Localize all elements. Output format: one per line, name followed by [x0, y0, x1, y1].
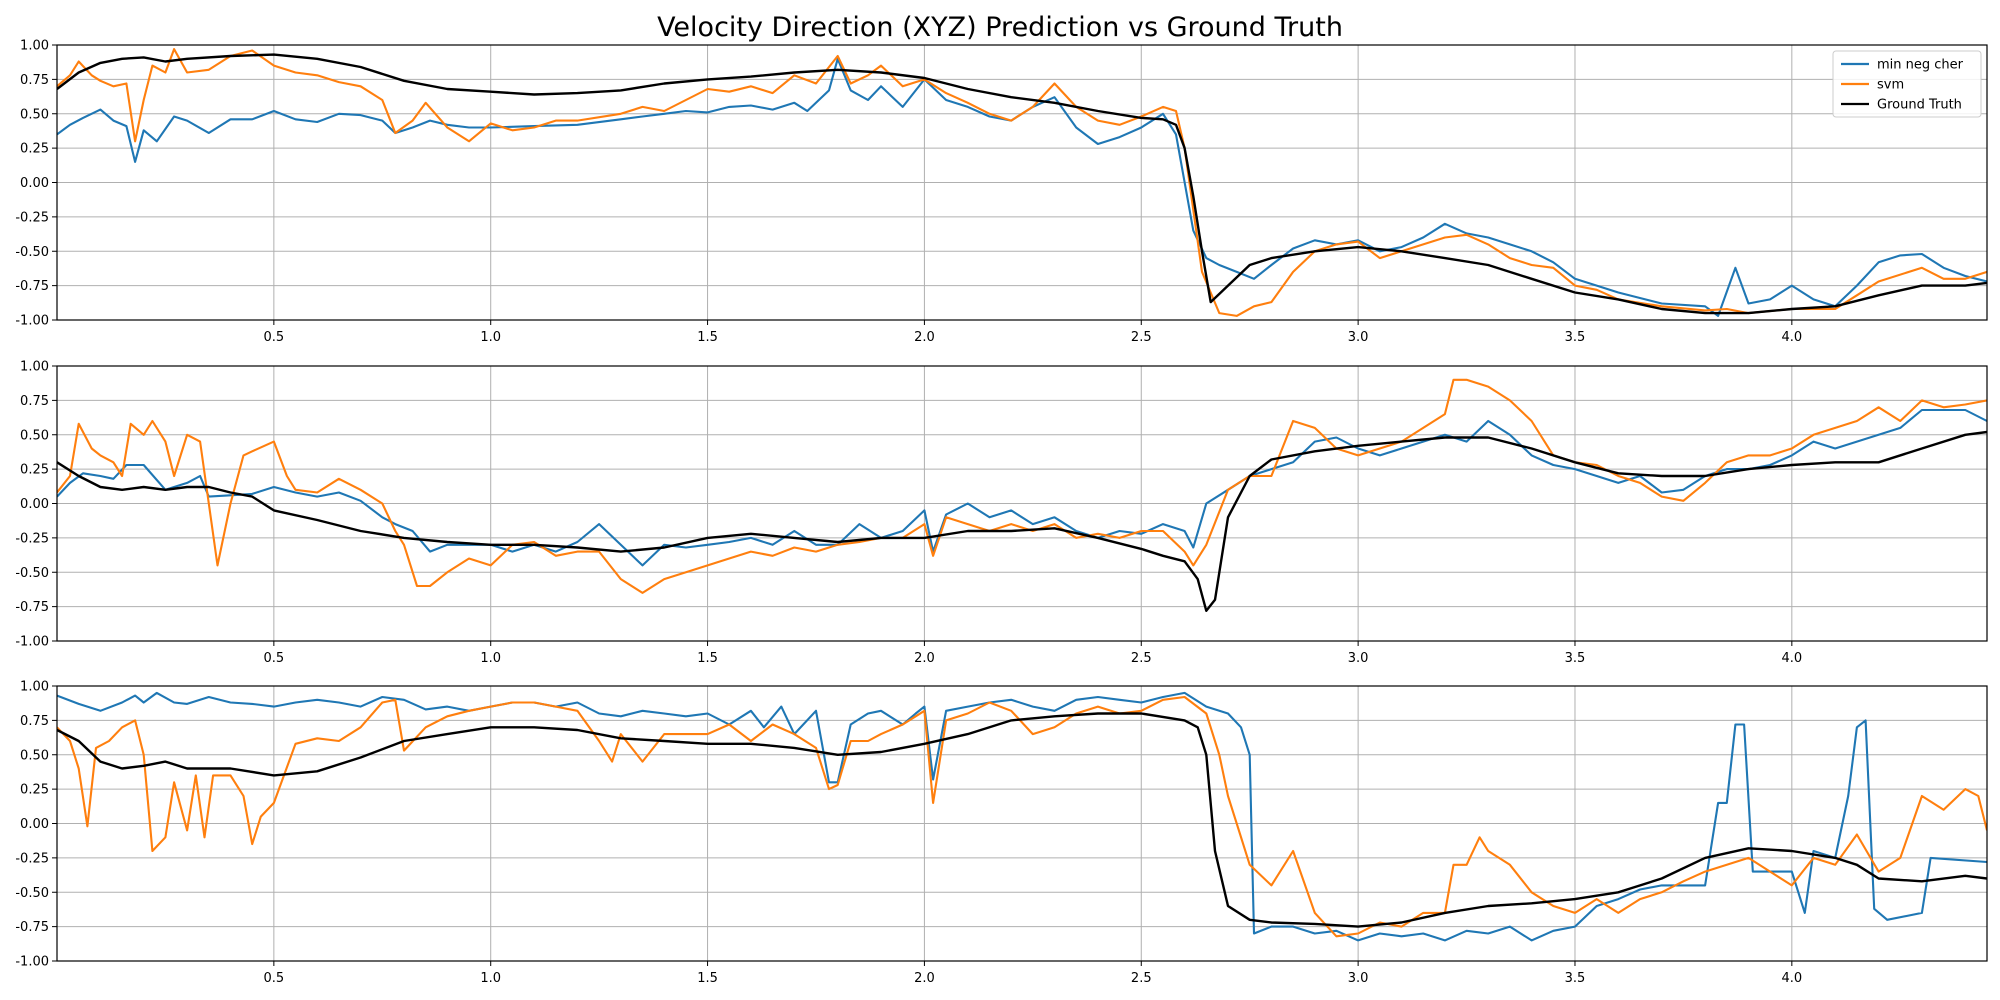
panel-y-ytick-label: 1.00 — [20, 360, 49, 375]
legend-label: min neg cher — [1877, 58, 1964, 73]
panel-y-ytick-label: 0.00 — [20, 497, 49, 512]
panel-z-series-svm — [57, 695, 1987, 938]
panel-x-xtick-label: 3.5 — [1565, 330, 1586, 345]
panel-y-ytick-label: 0.25 — [20, 463, 49, 478]
panel-y-ytick-label: -1.00 — [15, 635, 49, 650]
panel-z-ytick-label: -0.50 — [15, 886, 49, 901]
panel-x-xtick-label: 1.5 — [697, 330, 718, 345]
panel-z-xtick-label: 2.0 — [914, 971, 935, 986]
panel-y-xtick-label: 1.5 — [697, 651, 718, 666]
panel-y-xtick-label: 1.0 — [480, 651, 501, 666]
legend: min neg cher svm Ground Truth — [1832, 50, 1982, 118]
panel-x-xtick-label: 2.5 — [1131, 330, 1152, 345]
panel-z-ytick-label: 0.50 — [20, 748, 49, 763]
panel-x-series-group — [57, 48, 1987, 317]
panel-y-ytick-label: -0.75 — [15, 600, 49, 615]
panel-z-ytick-label: 0.00 — [20, 817, 49, 832]
panel-y-xtick-label: 2.0 — [914, 651, 935, 666]
panel-z-series-min-neg-cher — [57, 691, 1987, 942]
legend-label: Ground Truth — [1877, 98, 1962, 113]
legend-label: svm — [1877, 78, 1904, 93]
panel-x-ytick-label: -0.50 — [15, 245, 49, 260]
panel-z-frame — [56, 685, 1988, 962]
panel-y-series-ground-truth — [57, 430, 1987, 612]
panel-z-ytick-label: 0.25 — [20, 783, 49, 798]
panel-y: 1.00 0.75 0.50 0.25 0.00 -0.25 -0.50 -0.75 -1.00… — [15, 360, 1988, 666]
panel-z-ytick-label: -1.00 — [15, 955, 49, 970]
panel-z-xtick-label: 3.5 — [1565, 971, 1586, 986]
panel-x-xtick-label: 3.0 — [1348, 330, 1369, 345]
panel-x-xtick-label: 0.5 — [264, 330, 285, 345]
panel-x-ytick-label: -0.25 — [15, 210, 49, 225]
panel-x-frame — [56, 44, 1988, 321]
panel-z-xtick-label: 1.0 — [480, 971, 501, 986]
panel-z-ytick-label: 1.00 — [20, 680, 49, 695]
panel-y-ytick-label: 0.50 — [20, 428, 49, 443]
chart-title: Velocity Direction (XYZ) Prediction vs G… — [657, 12, 1343, 43]
panel-x-ytick-label: -0.75 — [15, 279, 49, 294]
panel-z-ytick-label: 0.75 — [20, 714, 49, 729]
panel-z-xtick-label: 3.0 — [1348, 971, 1369, 986]
panel-y-xtick-label: 3.5 — [1565, 651, 1586, 666]
panel-x-series-ground-truth — [57, 53, 1987, 315]
panel-x-ytick-label: -1.00 — [15, 314, 49, 329]
panel-x-ytick-label: 0.75 — [20, 73, 49, 88]
panel-x-xtick-label: 4.0 — [1781, 330, 1802, 345]
panel-x-series-svm — [57, 48, 1987, 317]
panel-z-xtick-label: 4.0 — [1781, 971, 1802, 986]
panel-z-series-ground-truth — [57, 712, 1987, 928]
panel-y-ytick-label: -0.25 — [15, 531, 49, 546]
legend-box — [1832, 50, 1982, 118]
panel-z-xtick-label: 2.5 — [1131, 971, 1152, 986]
panel-y-xtick-label: 3.0 — [1348, 651, 1369, 666]
panel-x-xtick-label: 1.0 — [480, 330, 501, 345]
panel-z-xtick-label: 0.5 — [264, 971, 285, 986]
panel-x-ytick-label: 0.50 — [20, 107, 49, 122]
panel-y-series-min-neg-cher — [57, 408, 1987, 567]
panel-y-xtick-label: 2.5 — [1131, 651, 1152, 666]
panel-x-ytick-label: 0.00 — [20, 176, 49, 191]
panel-x-xtick-label: 2.0 — [914, 330, 935, 345]
panel-y-series-group — [57, 378, 1987, 612]
panel-z: 1.00 0.75 0.50 0.25 0.00 -0.25 -0.50 -0.75 -1.00… — [15, 680, 1988, 986]
panel-y-xtick-label: 0.5 — [264, 651, 285, 666]
panel-x-ytick-label: 0.25 — [20, 142, 49, 157]
panels: 1.00 0.75 0.50 0.25 0.00 -0.25 -0.50 -0.75 -1.00… — [15, 39, 1988, 986]
panel-z-series-group — [57, 691, 1987, 942]
panel-z-xtick-label: 1.5 — [697, 971, 718, 986]
panel-y-ytick-label: 0.75 — [20, 394, 49, 409]
panel-x-ytick-label: 1.00 — [20, 39, 49, 54]
panel-x-series-min-neg-cher — [57, 57, 1987, 317]
panel-y-xtick-label: 4.0 — [1781, 651, 1802, 666]
panel-y-series-svm — [57, 378, 1987, 594]
panel-y-frame — [56, 365, 1988, 642]
panel-z-ytick-label: -0.75 — [15, 920, 49, 935]
panel-y-ytick-label: -0.50 — [15, 566, 49, 581]
panel-z-ytick-label: -0.25 — [15, 851, 49, 866]
panel-x: 1.00 0.75 0.50 0.25 0.00 -0.25 -0.50 -0.75 -1.00… — [15, 39, 1988, 345]
